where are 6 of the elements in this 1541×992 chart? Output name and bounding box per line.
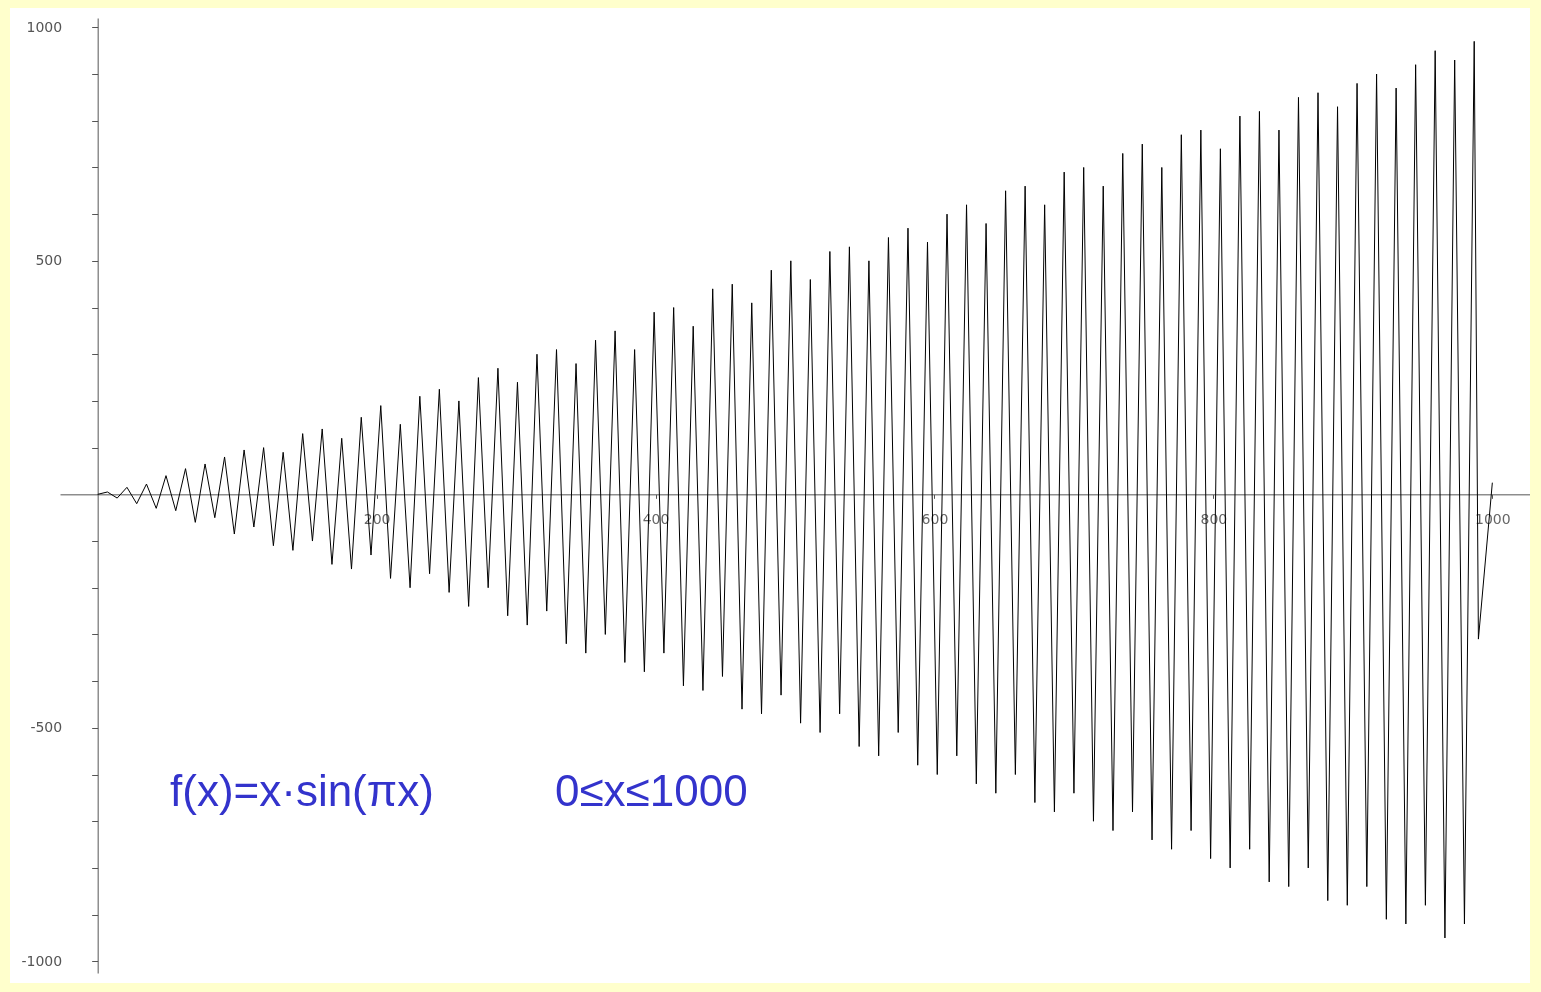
annotation: f(x)=x·sin(πx) bbox=[170, 766, 434, 815]
y-tick-label: -500 bbox=[30, 719, 63, 736]
y-tick-label: 500 bbox=[35, 252, 63, 269]
y-tick-label: 1000 bbox=[26, 18, 63, 35]
y-tick-label: -1000 bbox=[21, 952, 63, 969]
annotation: 0≤x≤1000 bbox=[555, 766, 748, 815]
